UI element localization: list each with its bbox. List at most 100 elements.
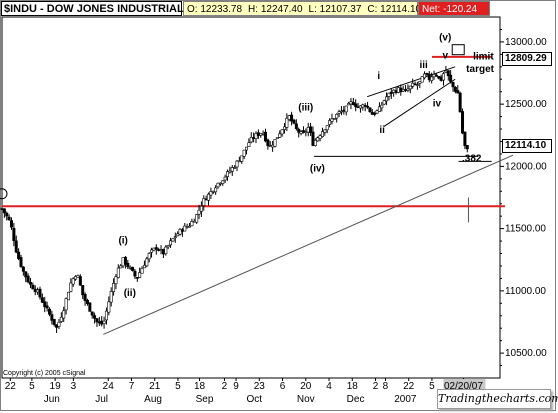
wave-label: ii <box>379 125 385 136</box>
y-tick-label: 12500.00 <box>505 99 547 110</box>
candle-body <box>36 289 40 293</box>
candle-body <box>188 225 192 228</box>
candle-body <box>109 291 113 303</box>
candle-body <box>97 321 101 324</box>
candle-body <box>145 258 149 267</box>
candle-body <box>256 132 260 136</box>
candle-body <box>52 318 56 325</box>
candle-body <box>347 103 351 106</box>
wedge-lower-line <box>383 78 456 127</box>
y-tick-label: 11500.00 <box>505 224 546 235</box>
x-cursor-date-box <box>443 379 486 392</box>
candle-body <box>309 126 313 134</box>
candle-body <box>415 84 419 86</box>
x-day-label: 5 <box>175 381 181 392</box>
candle-body <box>245 146 249 151</box>
candle-body <box>354 103 358 108</box>
candle-body <box>268 145 272 148</box>
candle-body <box>176 233 180 237</box>
candle-body <box>17 251 21 259</box>
x-month-label: Jul <box>95 394 108 405</box>
wave-label: (iii) <box>298 102 313 113</box>
x-day-label: 6 <box>280 381 286 392</box>
candle-body <box>252 137 256 139</box>
candle-body <box>119 265 123 269</box>
candle-body <box>261 133 265 135</box>
candle-body <box>304 131 308 133</box>
candle-body <box>434 74 438 77</box>
candle-body <box>12 227 16 242</box>
candle-body <box>66 291 70 301</box>
candle-body <box>192 220 196 223</box>
plot-border <box>1 16 501 379</box>
candle-body <box>375 110 379 114</box>
x-day-label: 21 <box>149 381 161 392</box>
candle-body <box>306 127 310 133</box>
candle-body <box>439 76 443 81</box>
candle-body <box>90 311 94 316</box>
candle-body <box>102 320 106 324</box>
x-day-label: 20 <box>300 381 312 392</box>
y-tick-label: 12000.00 <box>505 161 547 172</box>
candle-body <box>88 302 92 312</box>
x-month-label: Aug <box>144 394 162 405</box>
candle-body <box>147 253 151 260</box>
candle-body <box>271 144 275 148</box>
candle-body <box>55 324 59 328</box>
x-day-label: 24 <box>103 381 115 392</box>
candle-body <box>463 131 467 146</box>
candle-body <box>28 281 32 285</box>
candle-body <box>197 209 201 215</box>
candle-body <box>318 135 322 139</box>
candle-body <box>332 118 336 120</box>
candle-body <box>330 118 334 122</box>
candle-body <box>24 271 28 278</box>
candle-body <box>339 110 343 113</box>
candle-body <box>278 133 282 138</box>
candle-body <box>59 316 63 322</box>
x-month-label: Oct <box>247 394 263 405</box>
candle-body <box>135 277 139 279</box>
candle-body <box>40 297 44 303</box>
x-month-label: Nov <box>297 394 315 405</box>
candle-body <box>128 267 132 269</box>
y-tick-label: 13000.00 <box>505 37 547 48</box>
candle-body <box>316 137 320 142</box>
candle-body <box>0 208 4 210</box>
watermark[interactable]: Tradingthecharts.com <box>437 389 558 409</box>
candle-body <box>358 105 362 109</box>
wave-label: .382 <box>462 153 482 164</box>
x-day-label: 4 <box>326 381 332 392</box>
candle-body <box>7 216 11 220</box>
candle-body <box>280 129 284 135</box>
candle-body <box>351 102 355 105</box>
x-month-label: 2007 <box>394 394 417 405</box>
candle-body <box>204 198 208 201</box>
candle-body <box>449 74 453 82</box>
candle-body <box>214 187 218 193</box>
candle-body <box>275 137 279 139</box>
candle-body <box>408 85 412 90</box>
wave-label: (v) <box>439 33 451 44</box>
wave-label: (ii) <box>124 288 136 299</box>
x-day-label: 2 <box>373 381 379 392</box>
left-edge-marker <box>0 188 8 200</box>
candle-body <box>437 75 441 79</box>
wave-label: v <box>442 51 448 62</box>
last-price-tag: 12114.10 <box>502 139 552 153</box>
candle-body <box>423 73 427 79</box>
candle-body <box>404 89 408 91</box>
x-day-label: 22 <box>5 381 17 392</box>
candle-body <box>123 256 127 265</box>
candle-body <box>173 236 177 239</box>
candle-body <box>81 285 85 296</box>
candle-body <box>126 262 130 268</box>
candle-body <box>19 257 23 267</box>
candle-body <box>50 314 54 321</box>
candle-body <box>202 198 206 206</box>
candle-body <box>361 104 365 108</box>
candle-body <box>418 81 422 84</box>
candle-body <box>121 257 125 267</box>
candle-body <box>157 249 161 251</box>
candle-body <box>21 266 25 272</box>
